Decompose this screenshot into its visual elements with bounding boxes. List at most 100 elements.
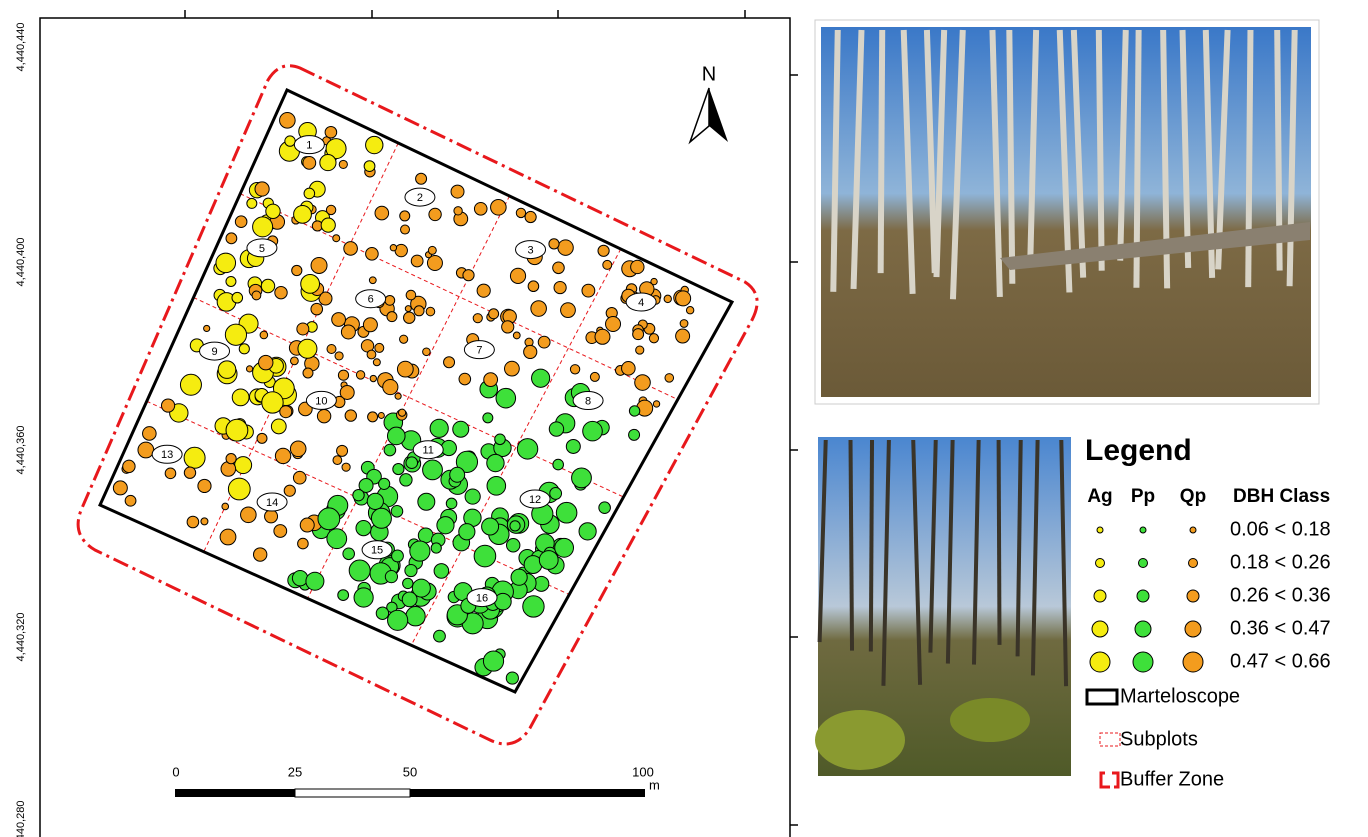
- tree: [123, 460, 135, 472]
- tree: [266, 204, 280, 218]
- tree: [304, 188, 315, 199]
- tree: [550, 488, 562, 500]
- tree: [226, 276, 236, 286]
- tree: [253, 548, 266, 561]
- tree: [204, 325, 210, 331]
- tree: [434, 630, 446, 642]
- tree: [366, 248, 379, 261]
- north-label: N: [702, 63, 716, 85]
- tree: [483, 651, 503, 671]
- tree: [253, 217, 273, 237]
- scale-unit: m: [649, 777, 660, 792]
- tree: [125, 495, 136, 506]
- legend-symbol: [1185, 621, 1201, 637]
- tree: [387, 312, 397, 322]
- tree: [385, 571, 397, 583]
- trunk: [851, 440, 853, 651]
- tree: [553, 459, 564, 470]
- legend-class: 0.47 < 0.66: [1230, 650, 1331, 672]
- tree: [531, 301, 547, 317]
- tree: [370, 375, 376, 381]
- tree: [339, 160, 347, 168]
- tree: [338, 370, 348, 380]
- tree: [555, 538, 574, 557]
- tree: [426, 307, 435, 316]
- tree: [506, 672, 518, 684]
- tree: [511, 569, 527, 585]
- tree: [463, 270, 474, 281]
- legend-header: Qp: [1180, 486, 1206, 507]
- tree: [321, 218, 335, 232]
- legend-class: 0.36 < 0.47: [1230, 617, 1331, 639]
- tree: [235, 216, 247, 228]
- tree: [220, 529, 236, 545]
- tree: [538, 336, 550, 348]
- tree: [391, 505, 403, 517]
- tree: [431, 543, 441, 553]
- legend-header: Pp: [1131, 486, 1155, 507]
- tree: [201, 518, 208, 525]
- tree: [184, 447, 205, 468]
- tree: [327, 529, 347, 549]
- tree: [143, 427, 157, 441]
- legend-header: DBH Class: [1233, 486, 1330, 507]
- tree: [235, 457, 252, 474]
- tree: [423, 348, 431, 356]
- tree: [226, 454, 236, 464]
- tree: [383, 379, 398, 394]
- tree: [404, 312, 415, 323]
- tree: [327, 344, 336, 353]
- tree: [489, 309, 499, 319]
- subplot-label: 7: [476, 345, 482, 357]
- subplot-label: 14: [266, 497, 278, 509]
- tree: [595, 329, 610, 344]
- tree: [517, 439, 537, 459]
- tree: [290, 357, 298, 365]
- tree: [622, 362, 636, 376]
- tree: [539, 551, 558, 570]
- tree: [226, 233, 237, 244]
- tree: [165, 468, 176, 479]
- tree: [411, 255, 423, 267]
- legend-item: Buffer Zone: [1120, 768, 1224, 790]
- subplot-label: 10: [315, 395, 327, 407]
- tree: [392, 550, 404, 562]
- tree: [363, 318, 377, 332]
- tree: [416, 173, 427, 184]
- legend-symbol: [1135, 621, 1151, 637]
- tree: [590, 372, 599, 381]
- subplot-label: 5: [259, 243, 265, 255]
- tree: [532, 369, 550, 387]
- tree: [434, 564, 449, 579]
- tree: [400, 335, 408, 343]
- subplot-label: 11: [423, 445, 434, 457]
- legend-item: Subplots: [1120, 728, 1198, 750]
- tree: [454, 207, 462, 215]
- tree: [261, 279, 274, 292]
- tree: [364, 161, 375, 172]
- y-tick-label: 4,440,280: [15, 801, 27, 837]
- trunk: [881, 30, 883, 273]
- tree: [228, 478, 250, 500]
- tree: [528, 281, 539, 292]
- subplot-label: 9: [211, 346, 217, 358]
- legend-class: 0.26 < 0.36: [1230, 584, 1331, 606]
- trunk: [871, 440, 872, 652]
- tree: [496, 388, 516, 408]
- tree: [423, 460, 443, 480]
- tree: [354, 588, 373, 607]
- tree: [246, 366, 252, 372]
- scale-label: 0: [172, 764, 179, 779]
- tree: [430, 419, 448, 437]
- legend-symbol: [1133, 652, 1153, 672]
- tree: [570, 365, 579, 374]
- tree: [459, 373, 471, 385]
- tree: [629, 429, 640, 440]
- tree: [554, 281, 566, 293]
- tree: [598, 245, 609, 256]
- tree: [410, 541, 430, 561]
- tree: [298, 339, 317, 358]
- tree: [345, 410, 356, 421]
- tree: [453, 421, 469, 437]
- tree: [450, 467, 465, 482]
